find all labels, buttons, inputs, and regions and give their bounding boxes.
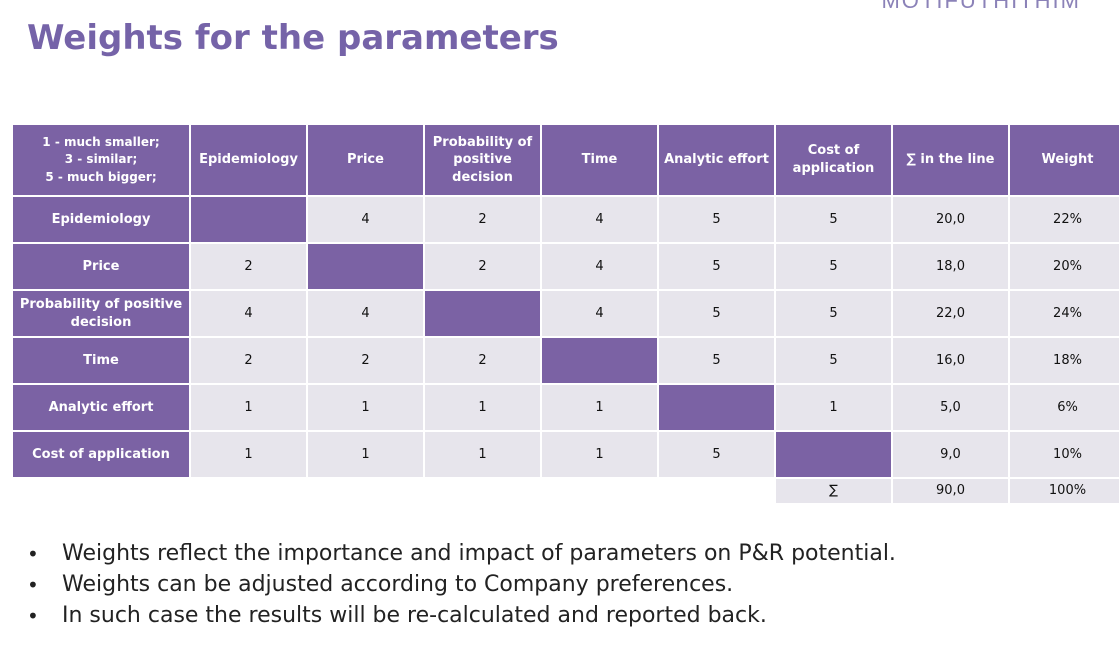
column-header: ∑ in the line	[893, 125, 1008, 195]
table-cell: 1	[191, 385, 306, 430]
table-cell: 1	[191, 432, 306, 477]
diagonal-cell	[191, 197, 306, 242]
column-header: Analytic effort	[659, 125, 774, 195]
diagonal-cell	[542, 338, 657, 383]
weights-table: 1 - much smaller; 3 - similar; 5 - much …	[13, 125, 1119, 503]
weight-cell: 18%	[1010, 338, 1119, 383]
page-title: Weights for the parameters	[27, 18, 559, 58]
note-text: Weights reflect the importance and impac…	[62, 541, 896, 566]
table-cell: 4	[542, 291, 657, 336]
table-cell: 1	[542, 432, 657, 477]
bullet-icon: •	[27, 572, 39, 597]
table-cell: 1	[542, 385, 657, 430]
column-header: Time	[542, 125, 657, 195]
column-header: Epidemiology	[191, 125, 306, 195]
diagonal-cell	[659, 385, 774, 430]
table-cell: 5	[659, 338, 774, 383]
row-header: Time	[13, 338, 189, 383]
diagonal-cell	[776, 432, 891, 477]
table-cell: 5	[776, 338, 891, 383]
table-cell: 5	[776, 197, 891, 242]
table-cell: 2	[308, 338, 423, 383]
table-cell: 5	[659, 244, 774, 289]
row-header: Cost of application	[13, 432, 189, 477]
table-cell: 2	[191, 338, 306, 383]
total-weight-cell: 100%	[1010, 479, 1119, 503]
bullet-icon: •	[27, 541, 39, 566]
total-symbol-cell: ∑	[776, 479, 891, 503]
table-cell: 4	[542, 197, 657, 242]
weight-cell: 10%	[1010, 432, 1119, 477]
scale-legend-line: 5 - much bigger;	[45, 169, 157, 184]
row-header: Analytic effort	[13, 385, 189, 430]
table-cell: 5	[659, 291, 774, 336]
row-header: Probability of positive decision	[13, 291, 189, 336]
row-sum-cell: 5,0	[893, 385, 1008, 430]
weight-cell: 6%	[1010, 385, 1119, 430]
table-cell: 2	[425, 338, 540, 383]
row-sum-cell: 18,0	[893, 244, 1008, 289]
column-header: Cost of application	[776, 125, 891, 195]
note-text: Weights can be adjusted according to Com…	[62, 572, 734, 597]
table-cell: 1	[308, 385, 423, 430]
table-cell: 4	[191, 291, 306, 336]
scale-legend-cell: 1 - much smaller; 3 - similar; 5 - much …	[13, 125, 189, 195]
table-cell: 2	[425, 244, 540, 289]
row-sum-cell: 9,0	[893, 432, 1008, 477]
total-sum-cell: 90,0	[893, 479, 1008, 503]
table-cell: 2	[191, 244, 306, 289]
weight-cell: 20%	[1010, 244, 1119, 289]
row-sum-cell: 22,0	[893, 291, 1008, 336]
list-item: • Weights can be adjusted according to C…	[27, 569, 896, 600]
table-cell: 1	[776, 385, 891, 430]
table-cell: 2	[425, 197, 540, 242]
table-cell: 1	[308, 432, 423, 477]
table-cell: 4	[308, 197, 423, 242]
notes-list: • Weights reflect the importance and imp…	[27, 538, 896, 631]
row-header: Epidemiology	[13, 197, 189, 242]
note-text: In such case the results will be re-calc…	[62, 603, 767, 628]
column-header: Weight	[1010, 125, 1119, 195]
header-cut-text: MOTIFUTHITHIM	[881, 0, 1081, 13]
table-cell: 5	[776, 291, 891, 336]
table-cell: 4	[308, 291, 423, 336]
table-cell: 5	[776, 244, 891, 289]
diagonal-cell	[425, 291, 540, 336]
weight-cell: 24%	[1010, 291, 1119, 336]
diagonal-cell	[308, 244, 423, 289]
row-header: Price	[13, 244, 189, 289]
table-cell: 4	[542, 244, 657, 289]
weight-cell: 22%	[1010, 197, 1119, 242]
column-header: Price	[308, 125, 423, 195]
scale-legend-line: 1 - much smaller;	[42, 134, 160, 149]
table-cell: 5	[659, 432, 774, 477]
column-header: Probability of positive decision	[425, 125, 540, 195]
list-item: • Weights reflect the importance and imp…	[27, 538, 896, 569]
row-sum-cell: 20,0	[893, 197, 1008, 242]
table-cell: 5	[659, 197, 774, 242]
list-item: • In such case the results will be re-ca…	[27, 600, 896, 631]
row-sum-cell: 16,0	[893, 338, 1008, 383]
bullet-icon: •	[27, 603, 39, 628]
scale-legend-line: 3 - similar;	[64, 152, 138, 167]
table-cell: 1	[425, 385, 540, 430]
table-cell: 1	[425, 432, 540, 477]
